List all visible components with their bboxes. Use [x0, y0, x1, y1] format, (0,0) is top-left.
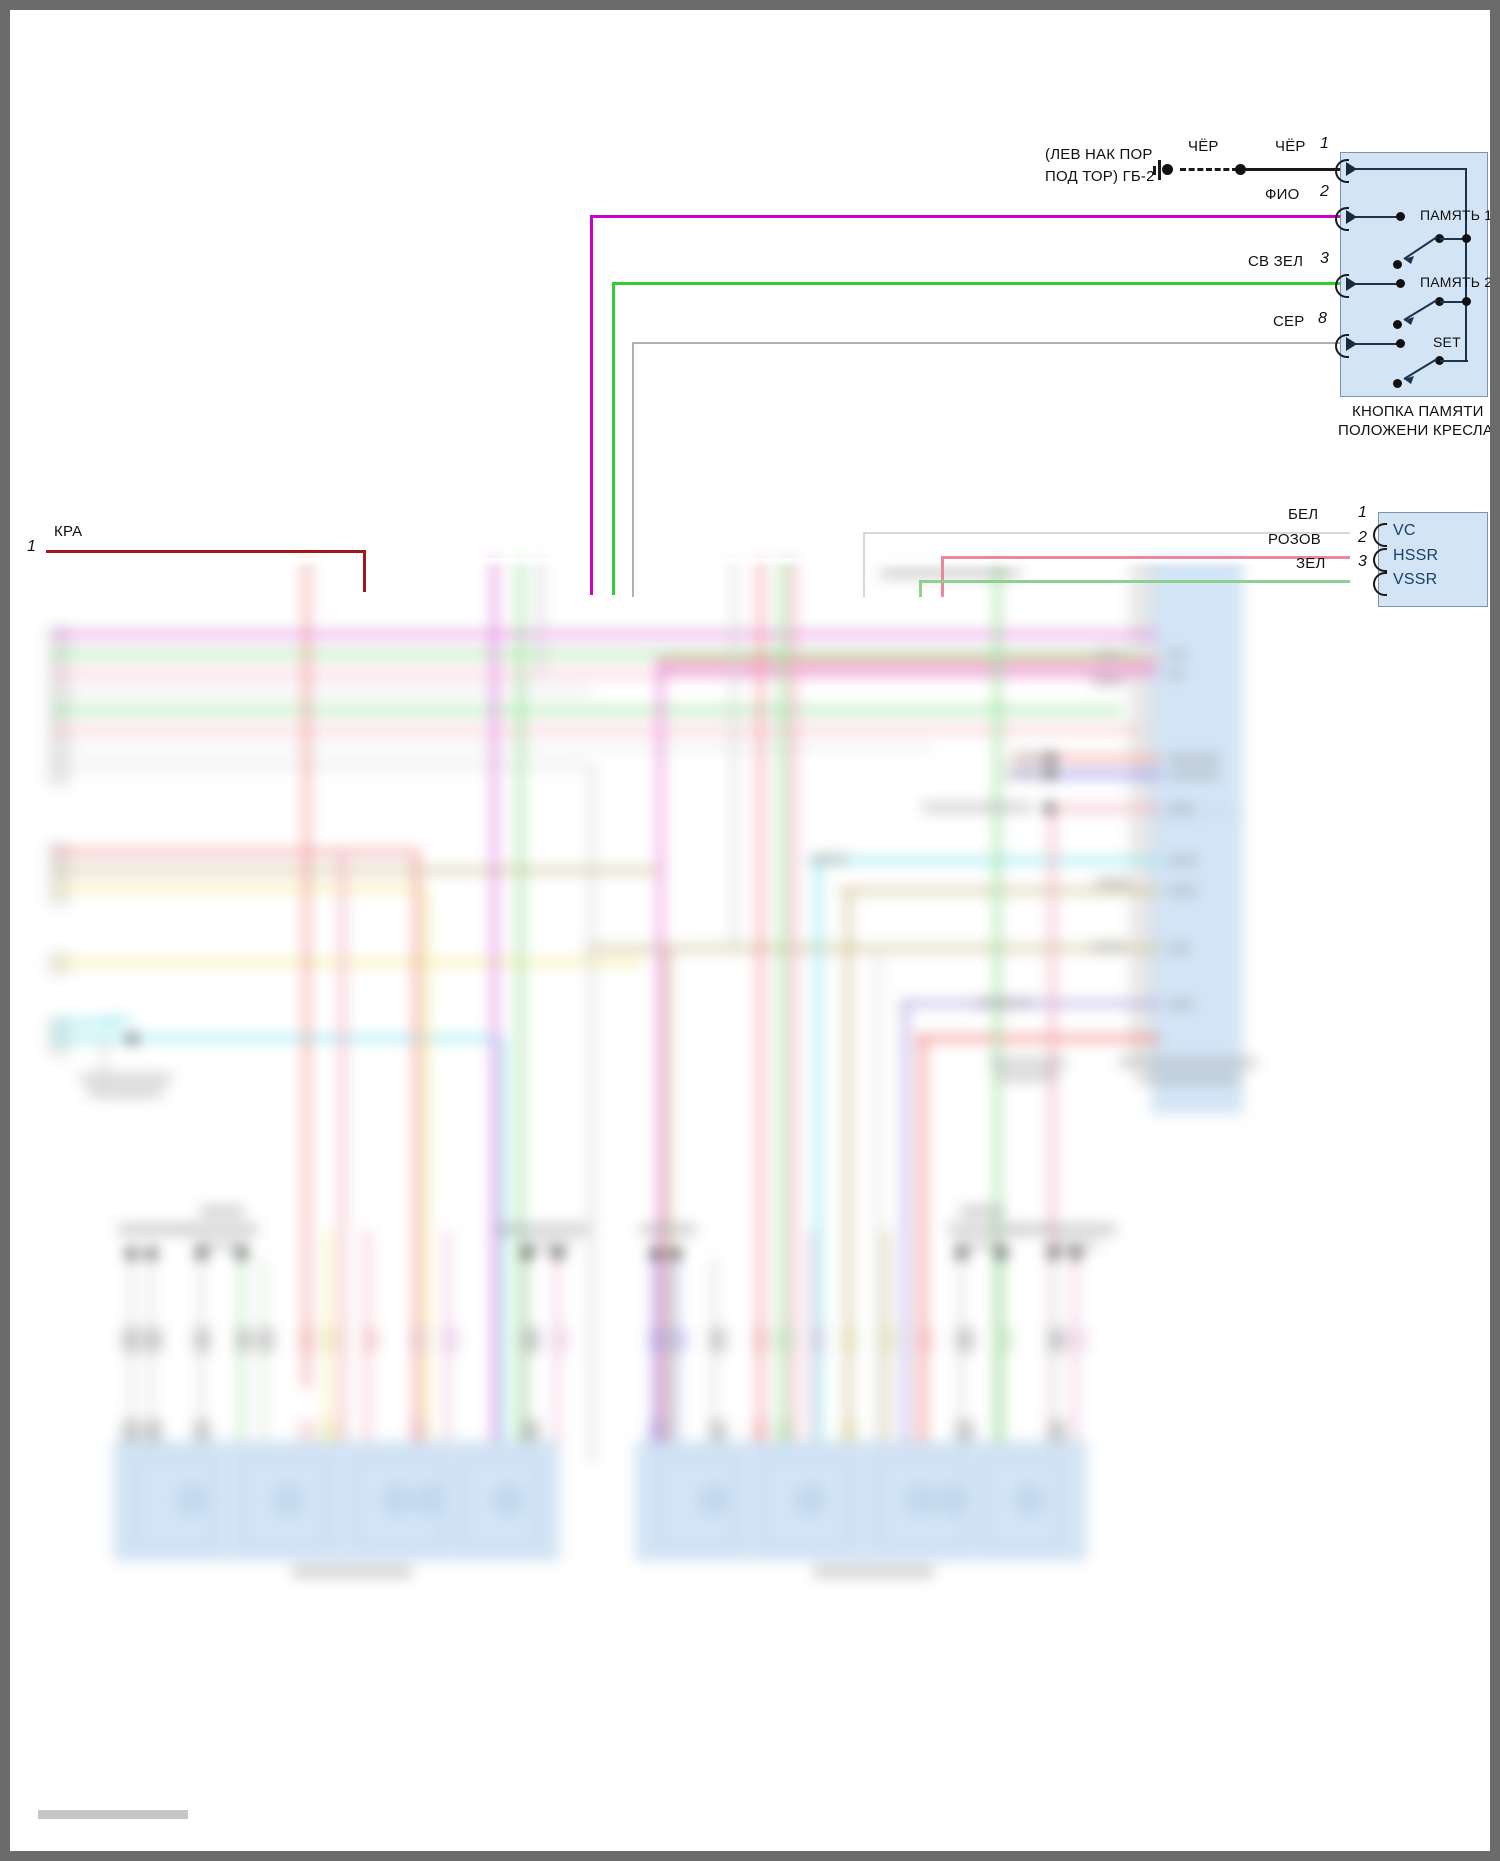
seat-connector-pin-2-number: 2 — [1358, 529, 1367, 546]
gray-wire-horizontal — [632, 342, 1350, 344]
left-source-pin-number: 1 — [27, 538, 36, 555]
green-wire-vertical — [612, 282, 615, 595]
connector-bracket-pin3 — [1335, 274, 1349, 298]
connector-bracket-seat-pin3 — [1373, 572, 1387, 596]
set-moving-contact — [1393, 379, 1402, 388]
green2-wire-vertical — [919, 580, 922, 597]
magenta-wire-label: ФИО — [1265, 186, 1300, 203]
seat-terminal-vssr-label: VSSR — [1393, 571, 1438, 588]
red-wire-vertical — [363, 550, 366, 592]
memory-pin-3-number: 3 — [1320, 250, 1329, 267]
memory1-bus-node — [1462, 234, 1471, 243]
memory1-moving-contact — [1393, 260, 1402, 269]
red-wire-horizontal — [46, 550, 366, 553]
pink-wire-vertical — [941, 556, 944, 597]
magenta-wire-horizontal — [590, 215, 1350, 218]
memory1-contact-wire — [1355, 216, 1400, 218]
set-contact-wire — [1355, 343, 1400, 345]
memory2-moving-contact — [1393, 320, 1402, 329]
memory2-switch-lever[interactable] — [1396, 295, 1441, 329]
diagram-canvas: (ЛЕВ НАК ПОР ПОД ТОР) ГБ-2 ЧЁР ЧЁР 1 ФИО… — [10, 10, 1490, 1851]
ground-junction-dot — [1162, 164, 1173, 175]
memory-switch-caption-line2: ПОЛОЖЕНИ КРЕСЛА — [1338, 422, 1490, 439]
green-wire-label: СВ ЗЕЛ — [1248, 253, 1304, 270]
memory2-bus-node — [1462, 297, 1471, 306]
memory1-label: ПАМЯТЬ 1 — [1420, 207, 1490, 223]
memory2-fixed-contact — [1396, 279, 1405, 288]
connector-bracket-seat-pin1 — [1373, 523, 1387, 547]
black-wire-junction-dot — [1235, 164, 1246, 175]
memory2-arrow — [1346, 277, 1357, 291]
memory1-switch-lever[interactable] — [1396, 232, 1441, 268]
memory-switch-caption-line1: КНОПКА ПАМЯТИ — [1352, 403, 1484, 420]
green2-wire-horizontal — [919, 580, 1350, 583]
ground-source-label-line2: ПОД ТОР) ГБ-2 — [1045, 168, 1155, 185]
seat-terminal-vc-label: VC — [1393, 522, 1416, 539]
blurred-lower-section — [10, 558, 1490, 1851]
memory1-fixed-contact — [1396, 212, 1405, 221]
memory1-pivot — [1435, 234, 1444, 243]
memory-pin-1-number: 1 — [1320, 135, 1329, 152]
set-arrow — [1346, 337, 1357, 351]
set-label: SET — [1433, 334, 1461, 350]
memory1-arrow — [1346, 210, 1357, 224]
left-source-wire-label: КРА — [54, 523, 83, 540]
memory2-bus-wire — [1440, 301, 1468, 303]
blur-edge-mask — [10, 558, 1490, 568]
memory2-label: ПАМЯТЬ 2 — [1420, 274, 1490, 290]
memory1-bus-wire — [1440, 238, 1468, 240]
memory-pin1-internal-wire — [1355, 168, 1467, 170]
ground-source-label-line1: (ЛЕВ НАК ПОР — [1045, 146, 1153, 163]
white-wire-label: БЕЛ — [1288, 506, 1319, 523]
memory2-pivot — [1435, 297, 1444, 306]
seat-connector-pin-1-number: 1 — [1358, 504, 1367, 521]
memory-common-bus — [1465, 168, 1467, 360]
footer-watermark — [38, 1810, 188, 1819]
gray-wire-label: СЕР — [1273, 313, 1305, 330]
memory-pin-8-number: 8 — [1318, 310, 1327, 327]
pink-wire-horizontal — [941, 556, 1350, 559]
set-fixed-contact — [1396, 339, 1405, 348]
black-wire-to-pin1 — [1246, 168, 1350, 171]
memory-pin1-arrow — [1346, 162, 1357, 176]
seat-module-connector-panel — [1378, 512, 1488, 607]
green-wire-horizontal — [612, 282, 1350, 285]
connector-bracket-seat-pin2 — [1373, 548, 1387, 572]
set-bus-wire — [1440, 360, 1468, 362]
set-switch-lever[interactable] — [1396, 354, 1441, 388]
seat-connector-pin-3-number: 3 — [1358, 553, 1367, 570]
green2-wire-label: ЗЕЛ — [1296, 555, 1326, 572]
connector-bracket-pin8 — [1335, 334, 1349, 358]
black-wire-label-left: ЧЁР — [1188, 138, 1219, 155]
gray-wire-vertical — [632, 342, 634, 597]
white-wire-horizontal — [863, 532, 1350, 534]
seat-terminal-hssr-label: HSSR — [1393, 547, 1439, 564]
memory-pin-2-number: 2 — [1320, 183, 1329, 200]
connector-bracket-pin1 — [1335, 159, 1349, 183]
pink-wire-label: РОЗОВ — [1268, 531, 1321, 548]
black-wire-label-right: ЧЁР — [1275, 138, 1306, 155]
magenta-wire-vertical — [590, 215, 593, 595]
memory2-contact-wire — [1355, 283, 1400, 285]
white-wire-vertical — [863, 532, 865, 597]
black-dashed-wire — [1180, 168, 1238, 171]
set-pivot — [1435, 356, 1444, 365]
connector-bracket-pin2 — [1335, 207, 1349, 231]
